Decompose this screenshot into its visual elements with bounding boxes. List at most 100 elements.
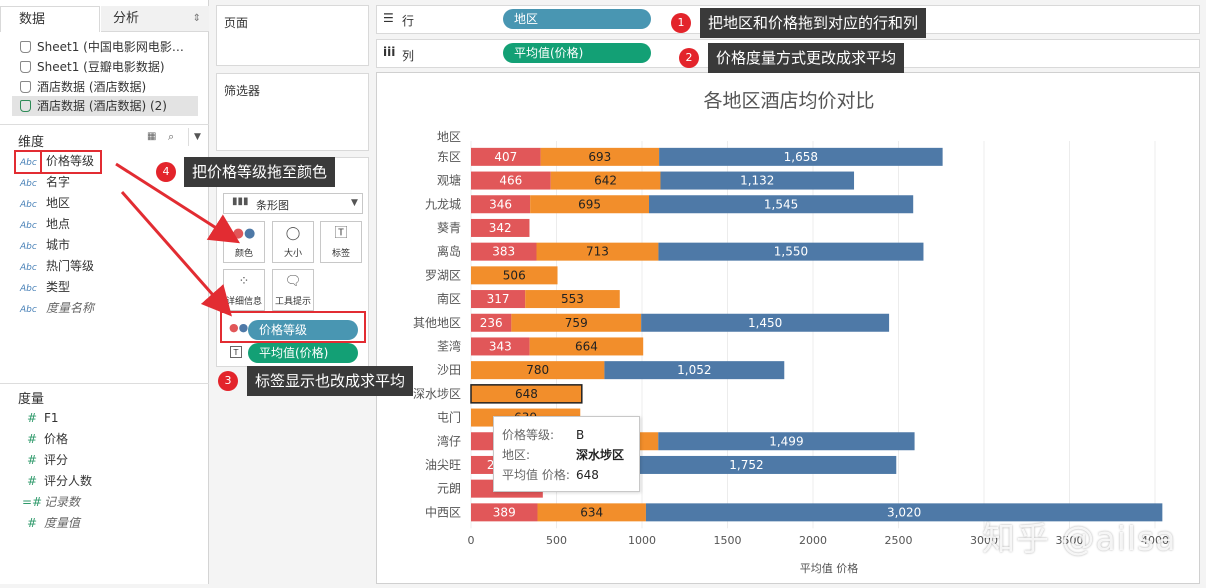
- bar-segment: [658, 242, 924, 261]
- view-icon[interactable]: ▦: [147, 131, 157, 142]
- category-label: 沙田: [437, 363, 461, 377]
- number-type-icon: #: [26, 432, 38, 446]
- dimension-field[interactable]: Abc 热门等级: [20, 256, 94, 277]
- measure-field[interactable]: =# 记录数: [20, 492, 80, 513]
- label-pill[interactable]: 平均值(价格): [248, 343, 358, 363]
- tab-data[interactable]: 数据: [0, 6, 100, 32]
- category-label: 东区: [437, 150, 461, 164]
- tab-toggle-icon[interactable]: ⇕: [192, 13, 201, 24]
- annotation-1: 把地区和价格拖到对应的行和列: [700, 8, 927, 38]
- chevron-down-icon[interactable]: ▼: [188, 128, 206, 146]
- color-pill[interactable]: 价格等级: [248, 320, 358, 340]
- chart-view[interactable]: 各地区酒店均价对比 地区 0 500 1000 1500 2000 2500 3000 3500 4…: [376, 72, 1200, 584]
- category-label: 元朗: [437, 482, 461, 496]
- bar-segment: [660, 171, 855, 190]
- label-button[interactable]: 🅃 标签: [320, 221, 362, 263]
- columns-label: 列: [402, 49, 415, 63]
- dimension-field-label: 地点: [46, 217, 71, 231]
- mark-type-select[interactable]: ▮▮▮ 条形图 ▼: [223, 193, 363, 214]
- filters-card[interactable]: 筛选器: [216, 73, 369, 151]
- columns-icon: iii: [383, 45, 396, 59]
- dimension-field-label: 热门等级: [46, 259, 95, 273]
- dimension-field-label: 类型: [46, 280, 71, 294]
- bar-segment: [525, 290, 620, 309]
- bar-segment: [471, 361, 605, 380]
- bar-segment: [649, 195, 914, 214]
- annotation-number: 1: [671, 13, 691, 33]
- dimension-field[interactable]: Abc 价格等级: [20, 151, 94, 172]
- category-label: 南区: [437, 291, 461, 306]
- dimension-field[interactable]: Abc 地点: [20, 214, 70, 235]
- bar-data-label: 780: [526, 363, 549, 377]
- bar-data-label: 759: [565, 316, 588, 330]
- bar-segment: [471, 147, 541, 166]
- measure-field[interactable]: # 价格: [20, 429, 68, 450]
- arrow-to-color-pill: [120, 191, 232, 317]
- filters-label: 筛选器: [224, 84, 261, 98]
- category-label: 中西区: [425, 504, 461, 519]
- dimension-field[interactable]: Abc 地区: [20, 193, 70, 214]
- category-label: 油尖旺: [425, 458, 461, 472]
- data-source-item[interactable]: Sheet1 (中国电影网电影…: [20, 37, 184, 57]
- bar-data-label: 634: [580, 505, 603, 519]
- bar-data-label: 346: [489, 197, 512, 211]
- pages-card[interactable]: 页面: [216, 5, 369, 66]
- bar-data-label: 713: [586, 245, 609, 259]
- x-tick-label: 500: [546, 534, 567, 547]
- measure-field-label: 评分: [44, 453, 69, 467]
- measure-field[interactable]: # 评分: [20, 450, 68, 471]
- bar-segment: [550, 171, 661, 190]
- rows-pill[interactable]: 地区: [503, 9, 651, 29]
- bar-data-label: 648: [515, 387, 538, 401]
- bar-segment: [471, 337, 530, 356]
- x-tick-label: 2500: [885, 534, 913, 547]
- bar-data-label: 407: [494, 150, 517, 164]
- tab-analysis[interactable]: 分析 ⇕: [101, 6, 209, 32]
- tooltip-button[interactable]: 🗨 工具提示: [272, 269, 314, 311]
- annotation-2: 价格度量方式更改成求平均: [708, 43, 905, 73]
- number-type-icon: #: [26, 516, 38, 530]
- string-type-icon: Abc: [20, 305, 37, 315]
- measure-field[interactable]: # 评分人数: [20, 471, 92, 492]
- category-label: 九龙城: [425, 197, 461, 211]
- bar-data-label: 466: [499, 174, 522, 188]
- measure-field[interactable]: # 度量值: [20, 513, 80, 534]
- dimension-field[interactable]: Abc 城市: [20, 235, 70, 256]
- x-tick-label: 1000: [628, 534, 656, 547]
- label-button-label: 标签: [331, 249, 350, 259]
- dimension-field[interactable]: Abc 名字: [20, 172, 70, 193]
- dimension-field[interactable]: Abc 类型: [20, 277, 70, 298]
- bar-segment: [596, 455, 897, 474]
- tab-analysis-label: 分析: [113, 11, 140, 26]
- measure-field-label: F1: [44, 411, 59, 425]
- data-source-item[interactable]: 酒店数据 (酒店数据): [20, 77, 146, 97]
- annotation-number: 3: [218, 371, 238, 391]
- category-label: 罗湖区: [425, 267, 461, 282]
- columns-pill[interactable]: 平均值(价格): [503, 43, 651, 63]
- database-icon: [20, 61, 31, 73]
- bar-segment: [511, 313, 642, 332]
- dimension-field-label: 度量名称: [46, 301, 95, 315]
- data-pane: 数据 分析 ⇕ Sheet1 (中国电影网电影… Sheet1 (豆瓣电影数据)…: [0, 0, 209, 584]
- category-label: 葵青: [437, 221, 461, 235]
- x-tick-label: 2000: [799, 534, 827, 547]
- dimension-field-label: 城市: [46, 238, 71, 252]
- search-icon[interactable]: ⌕: [168, 130, 175, 143]
- bar-data-label: 1,499: [769, 434, 803, 448]
- database-icon: [20, 41, 31, 53]
- string-type-icon: Abc: [20, 263, 37, 273]
- text-icon: 🅃: [334, 226, 348, 241]
- data-source-item-selected[interactable]: 酒店数据 (酒店数据) (2): [12, 96, 198, 116]
- size-button[interactable]: ◯ 大小: [272, 221, 314, 263]
- measure-field-label: 评分人数: [44, 474, 93, 488]
- data-source-item[interactable]: Sheet1 (豆瓣电影数据): [20, 57, 165, 77]
- data-source-label: Sheet1 (豆瓣电影数据): [37, 60, 165, 74]
- dimension-field[interactable]: Abc 度量名称: [20, 298, 94, 319]
- measure-field-label: 度量值: [44, 516, 81, 530]
- bar-segment: [529, 337, 644, 356]
- string-type-icon: Abc: [20, 158, 37, 168]
- dimension-field-label: 地区: [46, 196, 71, 210]
- measure-field[interactable]: # F1: [20, 408, 59, 429]
- data-source-label: 酒店数据 (酒店数据) (2): [37, 99, 167, 113]
